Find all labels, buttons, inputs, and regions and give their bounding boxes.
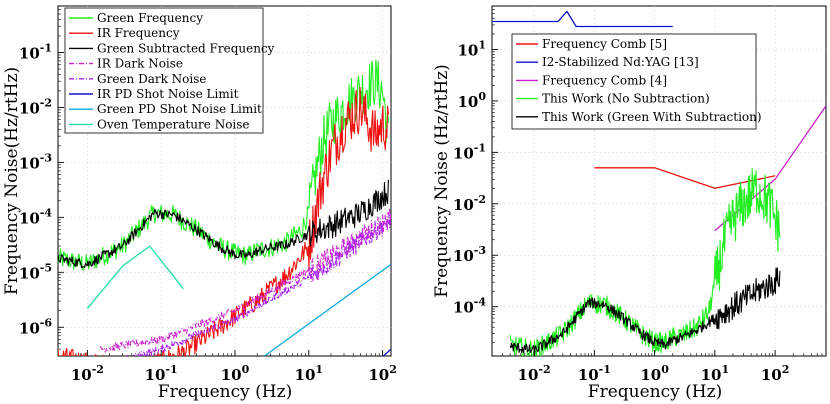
x-tick-label: 102 (761, 363, 790, 384)
right-x-axis-label: Frequency (Hz) (588, 382, 722, 402)
y-tick-label: 10-1 (19, 41, 52, 62)
legend-label: This Work (Green With Subtraction) (542, 110, 762, 124)
legend-label: Green PD Shot Noise Limit (97, 102, 262, 116)
x-tick-label: 101 (701, 363, 730, 384)
y-tick-label: 10-6 (19, 316, 52, 337)
left-y-axis-label: Frequency Noise(Hz/rtHz) (2, 67, 22, 295)
legend-label: IR PD Shot Noise Limit (97, 87, 239, 101)
legend-label: IR Dark Noise (97, 57, 183, 71)
legend-label: Green Frequency (97, 11, 203, 25)
y-tick-label: 100 (457, 90, 486, 111)
left-chart-panel: 10-2 10-1 100 101 102 10-610-510-410-310-210… (2, 5, 397, 402)
y-tick-label: 10-2 (453, 193, 486, 214)
series-line-6 (382, 348, 391, 356)
left-y-ticks: 10-6 10-5 10-4 10-3 10-2 10-1 (19, 41, 64, 337)
legend-label: Oven Temperature Noise (97, 117, 250, 131)
series-line-1 (594, 167, 776, 189)
y-tick-label: 10-4 (19, 206, 52, 227)
series-line-3 (58, 179, 389, 269)
series-line-4 (99, 209, 391, 353)
x-tick-label: 100 (221, 363, 250, 384)
y-tick-label: 10-4 (453, 296, 486, 317)
series-line-5 (124, 213, 391, 356)
right-chart-panel: 10-2 10-1 100 101 102 10-4 10-3 10-2 10-1 100 101… (432, 5, 827, 402)
y-tick-label: 10-1 (453, 141, 486, 162)
right-legend-box (511, 33, 757, 130)
left-x-ticks: 10-2 10-1 100 101 102 (71, 350, 397, 384)
right-y-ticks: 10-4 10-3 10-2 10-1 100 101 (453, 38, 498, 317)
legend-label: This Work (No Subtraction) (542, 92, 710, 106)
series-line-7 (264, 263, 391, 356)
y-tick-label: 10-3 (19, 151, 52, 172)
right-y-axis-label: Frequency Noise (Hz/rtHz) (432, 64, 452, 298)
x-tick-label: 10-2 (518, 363, 551, 384)
series-line-2 (58, 86, 389, 356)
series-line-5 (509, 267, 781, 356)
legend-label: Frequency Comb [5] (542, 37, 667, 51)
y-tick-label: 10-5 (19, 261, 52, 282)
series-line-8 (86, 245, 184, 309)
left-x-axis-label: Frequency (Hz) (158, 382, 292, 402)
left-legend-box (64, 7, 264, 134)
x-tick-label: 10-2 (71, 363, 104, 384)
y-tick-label: 10-2 (19, 96, 52, 117)
y-tick-label: 101 (457, 38, 486, 59)
left-series-group (58, 59, 391, 356)
x-tick-label: 102 (368, 363, 397, 384)
x-tick-label: 10-1 (145, 363, 178, 384)
legend-label: I2-Stabilized Nd:YAG [13] (542, 55, 699, 69)
x-tick-label: 101 (295, 363, 324, 384)
y-tick-label: 10-3 (453, 244, 486, 265)
right-legend: Frequency Comb [5] I2-Stabilized Nd:YAG [… (511, 33, 762, 130)
right-x-ticks: 10-2 10-1 100 101 102 (518, 350, 790, 384)
legend-label: Green Dark Noise (97, 72, 207, 86)
legend-label: Green Subtracted Frequency (97, 41, 275, 55)
right-gridlines (491, 5, 827, 356)
series-line-2 (492, 10, 673, 28)
x-tick-label: 10-1 (578, 363, 611, 384)
legend-label: Frequency Comb [4] (542, 73, 667, 87)
x-tick-label: 100 (640, 363, 669, 384)
right-series-group (492, 10, 826, 356)
legend-label: IR Frequency (97, 26, 180, 40)
